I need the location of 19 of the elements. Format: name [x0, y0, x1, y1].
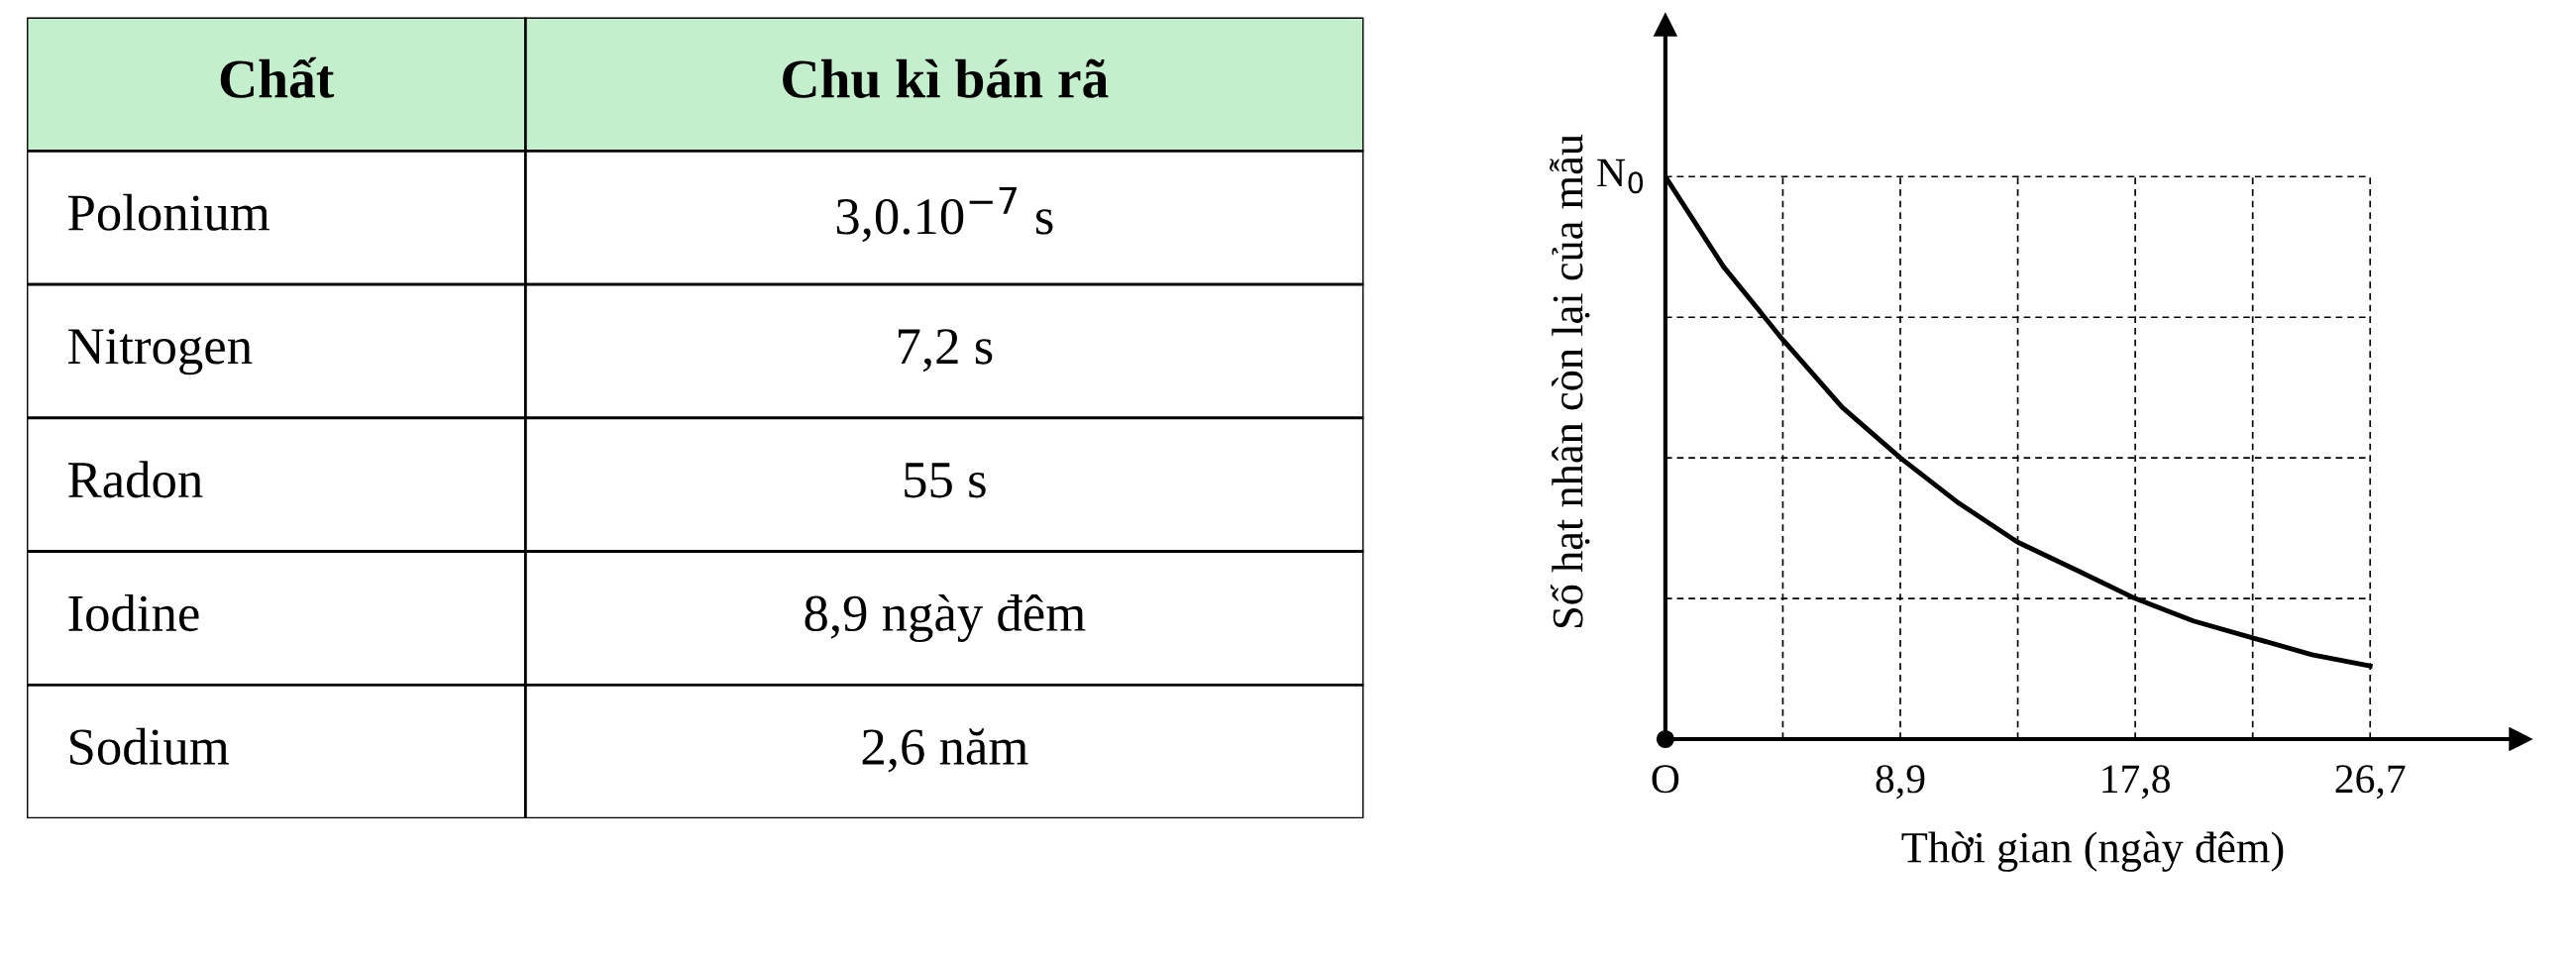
x-axis-title: Thời gian (ngày đêm) — [1901, 831, 2284, 872]
text: 55 s — [905, 463, 986, 498]
text: Nitrogen — [68, 329, 253, 375]
y-axis-title: Số hạt nhân còn lại của mẫu — [1550, 134, 1590, 628]
x-tick-label: 8,9 — [1876, 765, 1925, 800]
category-label: Chu kì bán rã — [783, 58, 1109, 98]
text: Iodine — [68, 594, 199, 632]
text: Sodium — [70, 727, 229, 765]
x-tick-label: O — [1652, 765, 1679, 794]
category-label: Chất — [220, 56, 335, 98]
text: Radon — [68, 461, 203, 498]
text: 8,9 ngày đêm — [805, 593, 1086, 642]
text: 3,0.10$^{−7}$ s — [836, 186, 1053, 243]
x-tick-label: 17,8 — [2102, 765, 2170, 800]
text: Polonium — [68, 193, 269, 231]
text: 7,2 s — [899, 329, 993, 373]
text: 2,6 năm — [862, 728, 1028, 773]
x-tick-label: 26,7 — [2335, 765, 2406, 800]
annotation: N$_{0}$ — [1597, 159, 1644, 194]
